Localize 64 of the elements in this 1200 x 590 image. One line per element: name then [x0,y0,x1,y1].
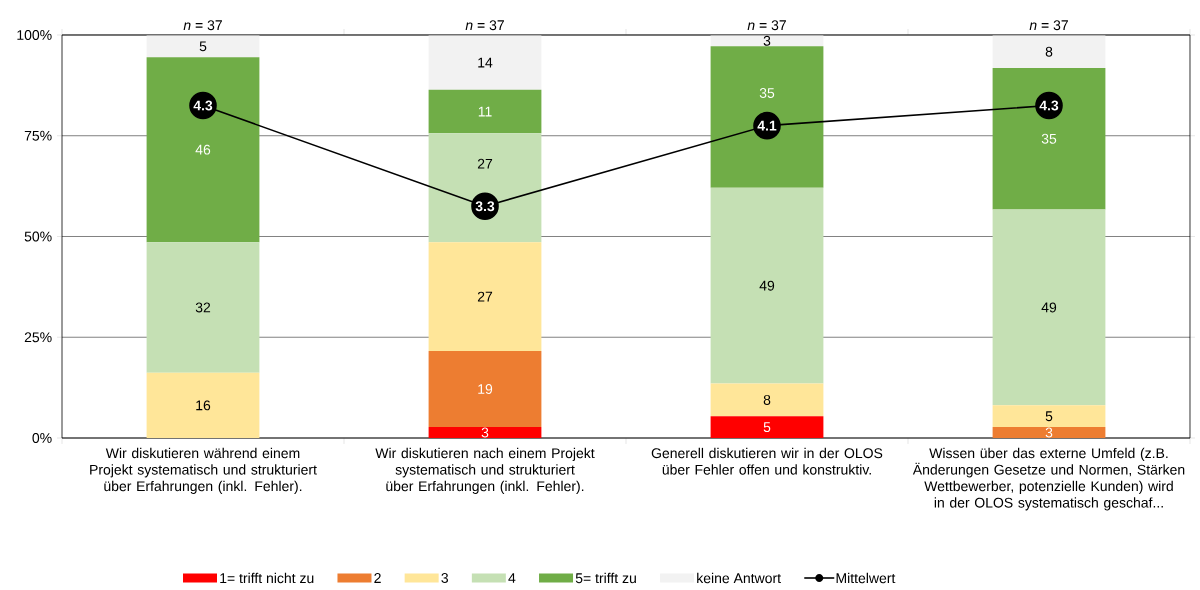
bar [710,46,824,188]
data-label: 14 [478,57,493,68]
y-tick-label: 75% [24,130,52,141]
bar [146,35,260,58]
data-label: 3 [763,35,771,46]
text: n = 37 [183,20,222,31]
bar [992,68,1106,210]
bar [992,427,1106,438]
data-label: 35 [1041,133,1057,144]
data-label: 27 [477,291,493,302]
data-label: 4.3 [193,100,213,111]
data-label: 49 [759,280,775,291]
legend-label: Mittelwert [836,572,896,584]
data-label: 49 [1041,302,1057,313]
legend-label: keine Antwort [697,572,781,584]
bar [146,57,260,243]
x-tick-label: Wir diskutieren nach einem Projekt systematisch und strukturiert über Erfahrungen (inkl. Fehler). [375,447,595,494]
legend-label: 1= trifft nicht zu [220,572,314,584]
bar [428,35,542,90]
y-tick-label: 0% [32,433,52,443]
data-label: 3 [481,427,489,438]
text: n = 37 [747,20,786,31]
text: n = 37 [465,20,504,31]
data-label: 4.1 [757,120,777,131]
bar [710,35,824,47]
bar [992,209,1106,406]
data-label: 35 [759,88,775,98]
data-label: 16 [196,400,211,411]
bar [710,187,824,384]
legend-label: 2 [374,573,381,583]
bar [710,416,824,438]
data-label: 8 [1045,46,1053,57]
bar [146,372,260,438]
text: n = 37 [1029,20,1068,31]
y-tick-label: 50% [24,231,52,242]
legend-label: 3 [441,573,449,583]
x-tick-label: Wir diskutieren während einem Projekt systematisch und strukturiert über Erfahrungen (inkl. Fehler). [90,447,317,494]
bar [992,35,1106,69]
data-label: 3.3 [475,201,495,212]
data-label: 27 [477,158,493,169]
bar [428,427,542,438]
y-tick-label: 100% [17,30,52,40]
data-label: 5 [199,41,207,52]
legend-label: 5= trifft zu [575,572,636,584]
x-tick-label: Wissen über das externe Umfeld (z.B. Änderungen Gesetze und Normen, Stärken Wettbewerber, potenzielle Kunden) wird in der OLOS systematisch geschaf... [912,447,1185,511]
legend-label: 4 [508,573,516,583]
data-label: 11 [478,106,492,117]
data-label: 19 [478,384,493,394]
bar [992,405,1106,428]
data-label: 8 [763,394,771,405]
bar [146,242,260,373]
bar [428,350,542,428]
data-label: 32 [195,302,211,313]
bar [710,383,824,417]
data-label: 3 [1045,427,1053,438]
data-label: 4.3 [1039,100,1059,111]
x-tick-label: Generell diskutieren wir in der OLOS über Fehler offen und konstruktiv. [651,447,883,475]
bar [428,242,542,351]
data-label: 46 [195,144,211,155]
data-label: 5 [763,422,771,433]
bar [428,133,542,243]
data-label: 5 [1045,411,1053,422]
bar [428,89,542,134]
y-tick-label: 25% [24,332,52,343]
